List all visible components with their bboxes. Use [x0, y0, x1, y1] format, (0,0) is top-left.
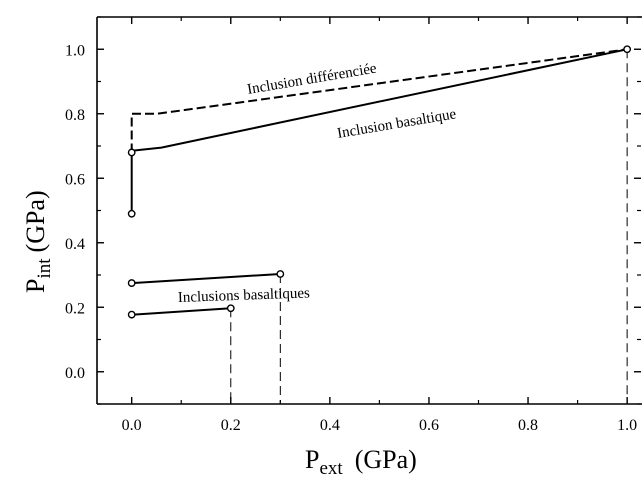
data-point — [127, 209, 136, 218]
markers — [127, 45, 632, 319]
x-tick-label: 0.2 — [221, 417, 241, 434]
annotation-label: Inclusions basaltiques — [178, 285, 311, 306]
x-tick-label: 0.6 — [419, 417, 439, 434]
series-line-3 — [131, 307, 231, 316]
y-tick-label: 0.2 — [65, 300, 85, 317]
data-point — [623, 45, 632, 54]
axis-ticks: 0.0 0.2 0.4 0.6 0.8 1.0 0.0 0.2 0.4 0.6 0.8 1.0 — [65, 16, 641, 434]
data-point — [226, 304, 235, 313]
y-tick-label: 0.6 — [65, 171, 85, 188]
y-tick-label: 0.0 — [65, 365, 85, 382]
y-tick-label: 0.8 — [65, 107, 85, 124]
annotation-label: Inclusion basaltique — [336, 106, 458, 142]
series-line-2 — [131, 273, 281, 285]
x-tick-label: 0.4 — [320, 417, 340, 434]
annotations: Inclusion différenciée Inclusion basaltiq… — [178, 61, 458, 306]
x-axis-title: Pext (GPa) — [305, 445, 417, 479]
series — [130, 48, 628, 316]
drop-lines — [230, 49, 628, 404]
y-axis-title: Pint(GPa) — [21, 190, 55, 293]
data-point — [127, 148, 136, 157]
data-point — [276, 270, 285, 278]
annotation-label: Inclusion différenciée — [246, 61, 378, 98]
axis-titles: Pext (GPa) Pint(GPa) — [21, 190, 417, 479]
x-tick-label: 0.8 — [518, 417, 538, 434]
x-tick-label: 0.0 — [122, 417, 142, 434]
y-tick-label: 0.4 — [65, 236, 85, 253]
x-tick-label: 1.0 — [617, 417, 637, 434]
y-tick-label: 1.0 — [65, 42, 85, 59]
series-line-0 — [130, 48, 628, 153]
data-point — [127, 279, 136, 287]
series-line-1 — [130, 48, 628, 214]
data-point — [127, 310, 136, 319]
